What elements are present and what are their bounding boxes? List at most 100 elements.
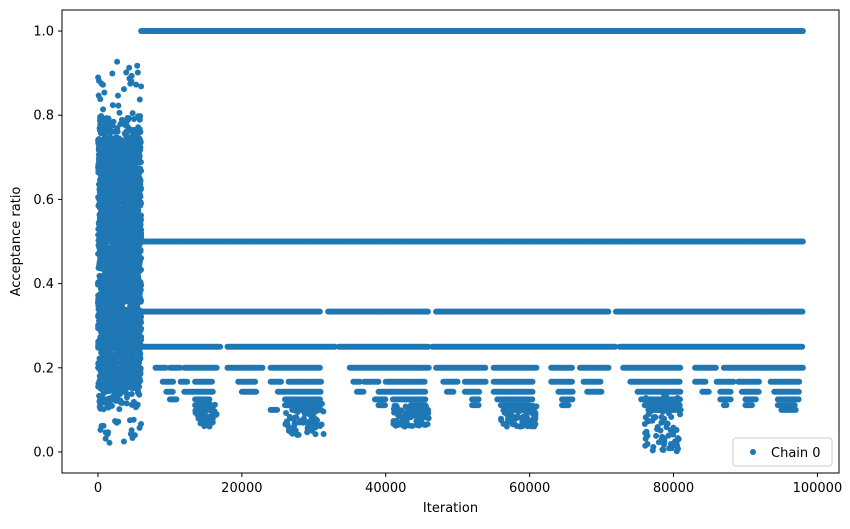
data-point (702, 378, 709, 385)
data-point (316, 308, 323, 315)
data-point (727, 396, 734, 403)
data-point (670, 424, 677, 431)
data-point (304, 428, 311, 435)
data-point (424, 413, 431, 420)
data-point (677, 388, 684, 395)
data-point (392, 418, 399, 425)
data-point (510, 417, 517, 424)
data-point (454, 378, 461, 385)
data-point (799, 238, 806, 245)
data-point (752, 396, 759, 403)
data-point (196, 409, 203, 416)
data-point (665, 410, 672, 417)
data-point (597, 378, 604, 385)
data-point (422, 403, 429, 410)
data-point (654, 423, 661, 430)
data-point (173, 396, 180, 403)
data-point (292, 405, 299, 412)
data-point (418, 419, 425, 426)
data-point (136, 96, 143, 103)
data-point (523, 403, 530, 410)
data-point (213, 411, 220, 418)
data-point (422, 396, 429, 403)
data-points (94, 28, 806, 455)
data-point (660, 447, 667, 454)
data-point (799, 343, 806, 350)
data-point (360, 388, 367, 395)
data-point (293, 414, 300, 421)
data-point (712, 364, 719, 371)
data-point (404, 406, 411, 413)
data-point (300, 415, 307, 422)
data-point (382, 402, 389, 409)
data-point (799, 308, 806, 315)
data-point (482, 378, 489, 385)
data-point (213, 364, 220, 371)
data-point (647, 408, 654, 415)
data-point (674, 394, 681, 401)
data-point (399, 422, 406, 429)
data-point (530, 416, 537, 423)
data-point (475, 396, 482, 403)
data-point (320, 431, 327, 438)
data-point (170, 378, 177, 385)
data-point (169, 388, 176, 395)
data-point (498, 417, 505, 424)
data-point (206, 401, 213, 408)
data-point (658, 436, 665, 443)
data-point (252, 378, 259, 385)
data-point (755, 388, 762, 395)
data-point (306, 401, 313, 408)
data-point (532, 410, 539, 417)
data-point (795, 388, 802, 395)
data-point (663, 420, 670, 427)
data-point (799, 28, 806, 35)
data-point (382, 396, 389, 403)
data-point (400, 413, 407, 420)
data-point (394, 406, 401, 412)
data-point (663, 393, 670, 400)
data-point (668, 396, 675, 403)
data-point (318, 378, 324, 385)
data-point (677, 411, 684, 418)
data-point (792, 406, 799, 413)
data-point (314, 404, 321, 411)
data-point (306, 418, 313, 425)
data-point (565, 402, 572, 409)
data-point (658, 414, 665, 421)
data-point (301, 410, 308, 417)
data-point (605, 364, 612, 371)
data-point (425, 364, 432, 371)
data-point (424, 421, 431, 428)
data-point (253, 388, 260, 395)
data-point (748, 402, 755, 409)
data-point (217, 343, 224, 350)
data-point (514, 413, 521, 420)
data-point (120, 86, 127, 93)
data-point (417, 405, 424, 412)
data-point (673, 448, 680, 455)
data-point (450, 388, 457, 395)
data-point (727, 388, 734, 395)
data-point (422, 388, 429, 395)
data-point (411, 408, 418, 415)
data-point (569, 388, 576, 395)
data-point (672, 438, 679, 445)
data-point (424, 308, 431, 315)
data-point (274, 406, 281, 413)
data-point (129, 110, 136, 117)
data-point (317, 388, 324, 395)
data-point (508, 404, 515, 411)
data-point (660, 399, 667, 406)
data-point (198, 403, 205, 410)
data-point (653, 432, 660, 439)
data-point (649, 447, 656, 454)
data-point (677, 364, 684, 371)
data-point (723, 402, 730, 409)
data-point (533, 364, 540, 371)
data-point (612, 343, 619, 350)
data-point (291, 420, 298, 427)
data-point (673, 405, 680, 412)
data-point (209, 388, 216, 395)
